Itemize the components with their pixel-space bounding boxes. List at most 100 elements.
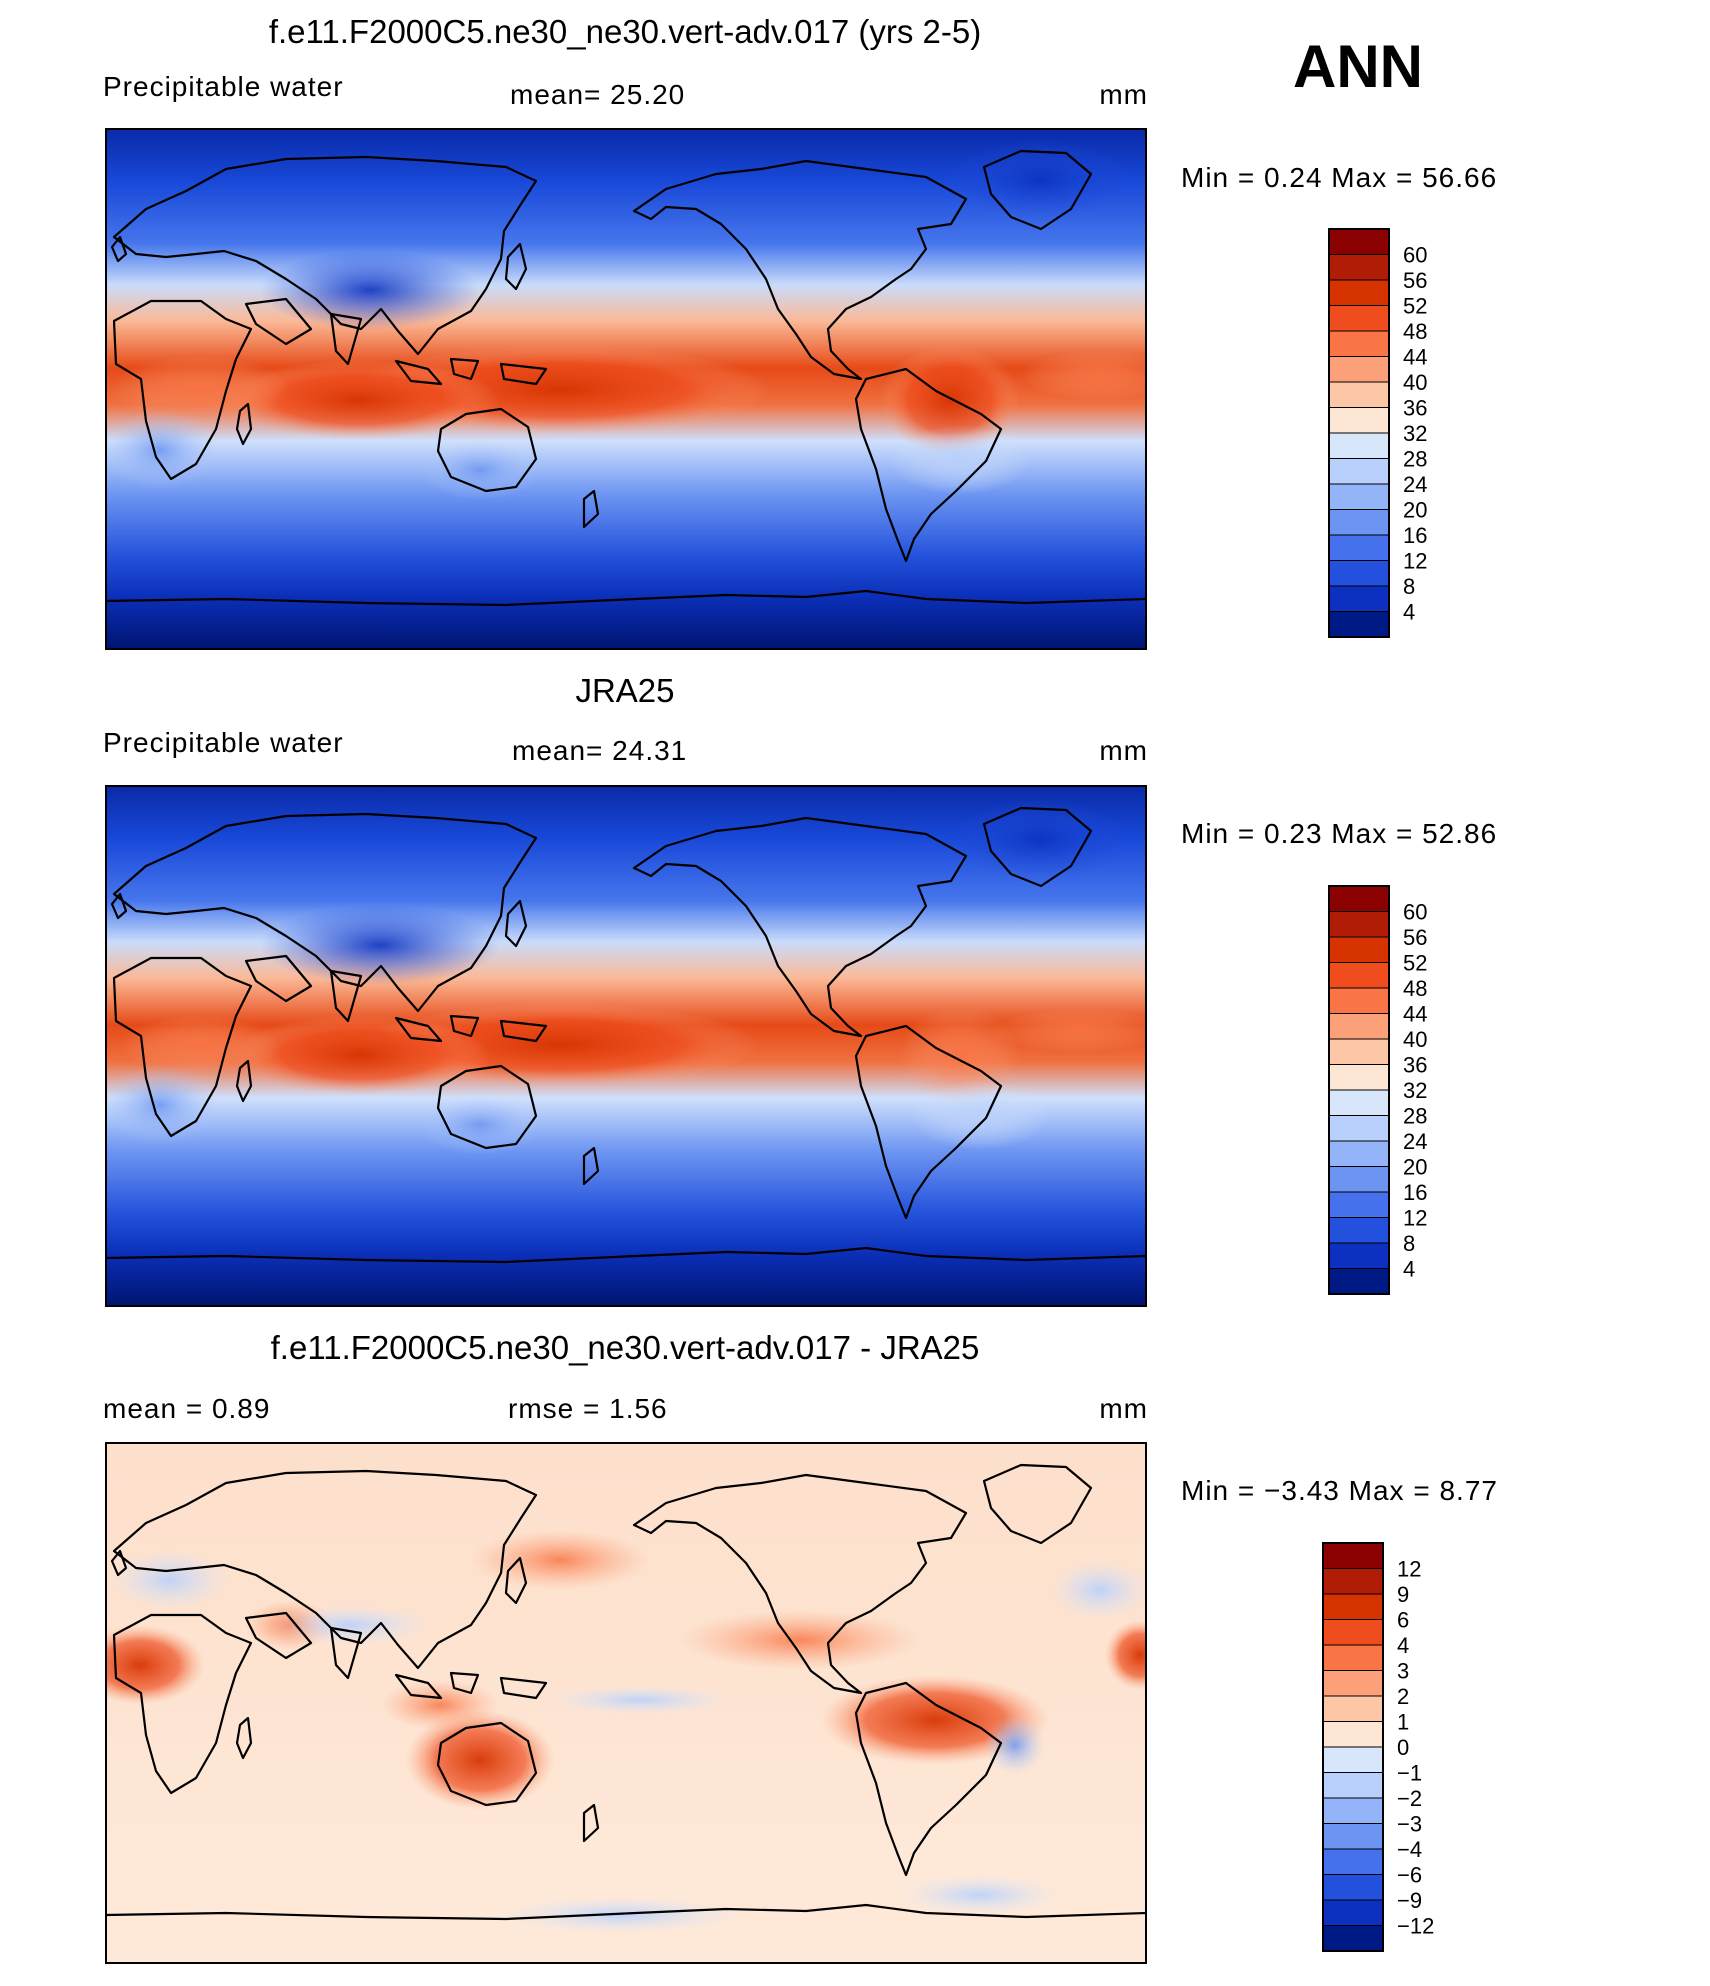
units-label: mm xyxy=(1099,735,1148,766)
colorbar-swatch xyxy=(1328,936,1390,963)
panel-obs: JRA25 Precipitable water mean= 24.31 mm … xyxy=(103,672,1496,1307)
colorbar-swatch xyxy=(1328,1013,1390,1040)
left-label: mean = 0.89 xyxy=(103,1393,270,1424)
colorbar-tick-label: 56 xyxy=(1403,268,1427,293)
colorbar-frame xyxy=(1322,1542,1384,1952)
colorbar-tick-label: 6 xyxy=(1397,1608,1409,1633)
colorbar-swatch xyxy=(1322,1593,1384,1620)
colorbar-swatch xyxy=(1322,1874,1384,1901)
colorbar-swatch xyxy=(1322,1670,1384,1697)
panel-title: f.e11.F2000C5.ne30_ne30.vert-adv.017 - J… xyxy=(271,1329,980,1366)
colorbar-tick-label: 44 xyxy=(1403,345,1427,370)
season-label: ANN xyxy=(1293,33,1423,100)
colorbar-swatch xyxy=(1328,1115,1390,1142)
colorbar-tick-label: −12 xyxy=(1397,1914,1434,1939)
colorbar-swatch xyxy=(1328,228,1390,255)
center-label: mean= 25.20 xyxy=(510,79,685,110)
center-label: mean= 24.31 xyxy=(512,735,687,766)
colorbar-swatch xyxy=(1328,611,1390,638)
colorbar-swatch xyxy=(1328,1038,1390,1065)
colorbar-tick-label: 12 xyxy=(1403,1206,1427,1231)
colorbar-swatch xyxy=(1328,911,1390,938)
colorbar-swatch xyxy=(1328,1140,1390,1167)
panel-title: f.e11.F2000C5.ne30_ne30.vert-adv.017 (yr… xyxy=(269,13,981,50)
colorbar-swatch xyxy=(1328,987,1390,1014)
colorbar-swatch xyxy=(1328,1268,1390,1295)
colorbar-swatch xyxy=(1322,1797,1384,1824)
colorbar-tick-label: −9 xyxy=(1397,1888,1422,1913)
colorbar-frame xyxy=(1328,885,1390,1295)
colorbar-swatch xyxy=(1322,1848,1384,1875)
colorbar-tick-label: 8 xyxy=(1403,1231,1415,1256)
colorbar-swatch xyxy=(1328,305,1390,332)
colorbar-tick-label: 3 xyxy=(1397,1659,1409,1684)
colorbar-swatch xyxy=(1322,1644,1384,1671)
left-label: Precipitable water xyxy=(103,71,344,102)
colorbar-frame xyxy=(1328,228,1390,638)
colorbar-tick-label: 32 xyxy=(1403,1078,1427,1103)
colorbar-tick-label: 9 xyxy=(1397,1582,1409,1607)
colorbar-tick-label: 36 xyxy=(1403,1053,1427,1078)
colorbar-swatch xyxy=(1328,509,1390,536)
units-label: mm xyxy=(1099,1393,1148,1424)
colorbar-swatch xyxy=(1322,1925,1384,1952)
colorbar-swatch xyxy=(1322,1721,1384,1748)
colorbar-swatch xyxy=(1322,1772,1384,1799)
colorbar-tick-label: 8 xyxy=(1403,574,1415,599)
colorbar-tick-label: 48 xyxy=(1403,976,1427,1001)
colorbar-tick-label: −6 xyxy=(1397,1863,1422,1888)
colorbar-tick-label: 44 xyxy=(1403,1002,1427,1027)
colorbar-swatch xyxy=(1322,1823,1384,1850)
colorbar-tick-label: 36 xyxy=(1403,396,1427,421)
colorbar-swatch xyxy=(1322,1619,1384,1646)
colorbar-tick-label: 16 xyxy=(1403,523,1427,548)
center-label: rmse = 1.56 xyxy=(508,1393,668,1424)
colorbar-swatch xyxy=(1328,356,1390,383)
colorbar-tick-label: 24 xyxy=(1403,472,1427,497)
colorbar-swatch xyxy=(1328,962,1390,989)
colorbar-swatch xyxy=(1322,1695,1384,1722)
colorbar-swatch xyxy=(1328,560,1390,587)
panel-difference: f.e11.F2000C5.ne30_ne30.vert-adv.017 - J… xyxy=(103,1329,1497,1964)
map-plot xyxy=(106,1443,1146,1963)
map-frame xyxy=(105,128,1147,650)
colorbar-swatch xyxy=(1328,1089,1390,1116)
colorbar-swatch xyxy=(1328,432,1390,459)
colorbar-tick-label: 20 xyxy=(1403,1155,1427,1180)
colorbar-swatch xyxy=(1328,885,1390,912)
colorbar-tick-label: 4 xyxy=(1397,1633,1409,1658)
colorbar-tick-label: 52 xyxy=(1403,951,1427,976)
colorbar-tick-label: 60 xyxy=(1403,900,1427,925)
colorbar-swatch xyxy=(1328,1242,1390,1269)
colorbar-tick-label: −2 xyxy=(1397,1786,1422,1811)
colorbar-tick-label: 2 xyxy=(1397,1684,1409,1709)
colorbar-swatch xyxy=(1328,1217,1390,1244)
colorbar-tick-label: 40 xyxy=(1403,370,1427,395)
colorbar-tick-label: 48 xyxy=(1403,319,1427,344)
panel-title: JRA25 xyxy=(575,672,674,709)
colorbar-swatch xyxy=(1328,1191,1390,1218)
colorbar-tick-label: 24 xyxy=(1403,1129,1427,1154)
colorbar-tick-label: 52 xyxy=(1403,294,1427,319)
map-frame xyxy=(105,1442,1147,1964)
colorbar-swatch xyxy=(1328,1166,1390,1193)
colorbar-tick-label: 12 xyxy=(1397,1557,1421,1582)
map-plot xyxy=(106,129,1146,649)
colorbar-tick-label: 0 xyxy=(1397,1735,1409,1760)
colorbar-tick-label: 16 xyxy=(1403,1180,1427,1205)
colorbar-tick-label: 4 xyxy=(1403,600,1415,625)
panel-model: f.e11.F2000C5.ne30_ne30.vert-adv.017 (yr… xyxy=(103,13,1497,650)
colorbar-swatch xyxy=(1328,1064,1390,1091)
colorbar-tick-label: 56 xyxy=(1403,925,1427,950)
colorbar-swatch xyxy=(1328,330,1390,357)
colorbar-tick-label: 1 xyxy=(1397,1710,1409,1735)
map-frame xyxy=(105,785,1147,1307)
min-max-label: Min = 0.24 Max = 56.66 xyxy=(1181,162,1497,193)
colorbar-tick-label: 28 xyxy=(1403,447,1427,472)
colorbar-tick-label: 12 xyxy=(1403,549,1427,574)
